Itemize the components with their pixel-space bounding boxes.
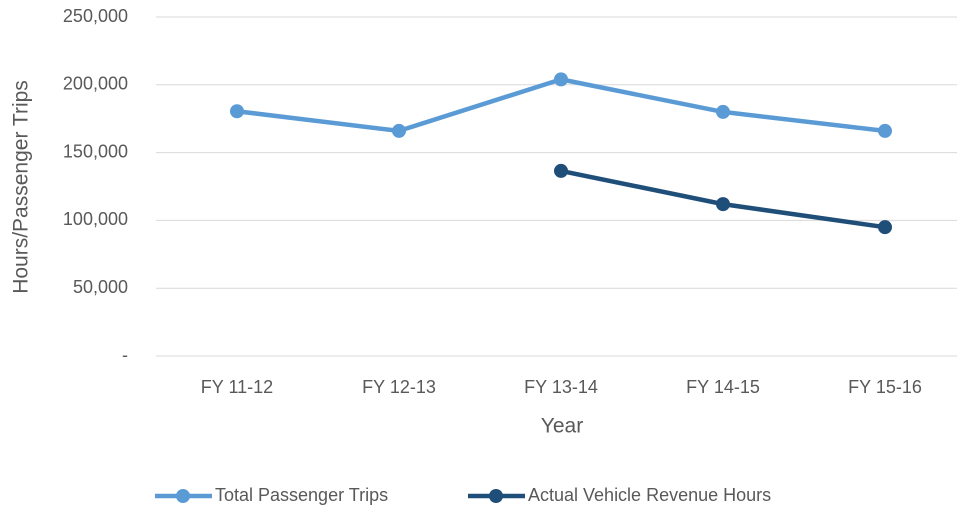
- y-tick-label: 250,000: [63, 6, 128, 26]
- x-tick-label: FY 14-15: [686, 377, 760, 397]
- data-point: [878, 220, 892, 235]
- data-point: [392, 123, 406, 138]
- x-tick-label: FY 12-13: [362, 377, 436, 397]
- y-axis-title: Hours/Passenger Trips: [10, 80, 33, 294]
- data-point: [554, 72, 568, 87]
- data-point: [878, 123, 892, 138]
- legend-label: Actual Vehicle Revenue Hours: [528, 485, 771, 505]
- legend-marker: [489, 489, 503, 503]
- y-tick-label: -: [122, 345, 128, 365]
- x-tick-label: FY 13-14: [524, 377, 598, 397]
- y-tick-label: 50,000: [73, 277, 128, 297]
- data-point: [716, 104, 730, 119]
- legend-marker: [176, 489, 190, 503]
- data-point: [230, 104, 244, 119]
- data-point: [716, 197, 730, 212]
- series-line: [236, 77, 886, 134]
- x-tick-label: FY 15-16: [848, 377, 922, 397]
- x-tick-label: FY 11-12: [201, 377, 273, 397]
- y-tick-label: 200,000: [63, 74, 128, 94]
- legend-label: Total Passenger Trips: [215, 485, 388, 505]
- y-tick-label: 100,000: [63, 209, 128, 229]
- y-tick-label: 150,000: [63, 141, 128, 161]
- data-point: [554, 163, 568, 178]
- x-axis-title: Year: [541, 415, 583, 438]
